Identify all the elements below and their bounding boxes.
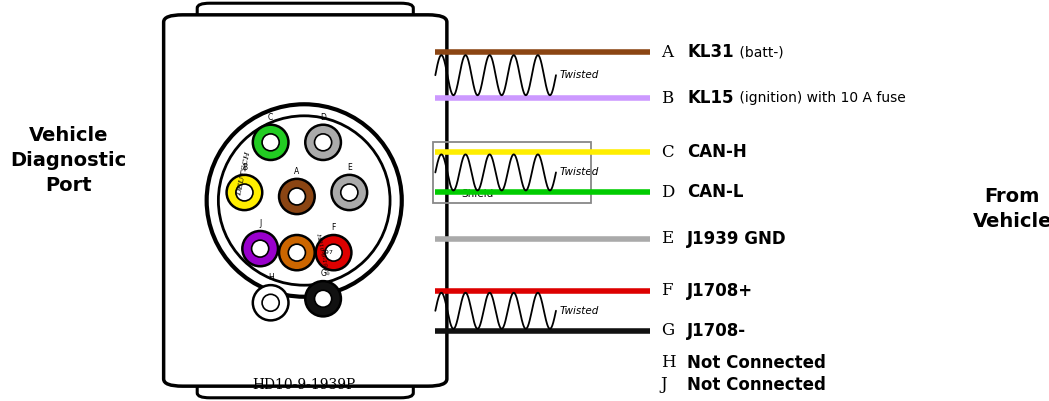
Ellipse shape — [253, 285, 288, 320]
Text: H: H — [661, 354, 676, 371]
Ellipse shape — [218, 116, 390, 285]
Text: Vehicle
Diagnostic
Port: Vehicle Diagnostic Port — [10, 126, 126, 195]
Ellipse shape — [341, 184, 358, 201]
Ellipse shape — [288, 188, 305, 205]
Text: Shield: Shield — [462, 190, 494, 199]
Ellipse shape — [279, 235, 315, 270]
Ellipse shape — [305, 125, 341, 160]
Text: Twisted: Twisted — [559, 70, 599, 80]
Text: D: D — [320, 113, 326, 122]
Text: J: J — [661, 377, 667, 393]
Text: A: A — [661, 44, 672, 61]
Text: J1708-: J1708- — [687, 322, 746, 340]
Text: From
Vehicle: From Vehicle — [972, 186, 1049, 231]
Text: C: C — [661, 144, 673, 161]
Text: (batt-): (batt-) — [735, 45, 784, 59]
Text: (ignition) with 10 A fuse: (ignition) with 10 A fuse — [735, 91, 906, 105]
Ellipse shape — [236, 184, 253, 201]
Text: G: G — [661, 322, 675, 339]
Ellipse shape — [227, 175, 262, 210]
Text: A: A — [294, 167, 300, 176]
Text: H: H — [267, 273, 274, 282]
Ellipse shape — [242, 231, 278, 266]
Text: B: B — [242, 163, 247, 172]
FancyBboxPatch shape — [197, 354, 413, 398]
Text: KL15: KL15 — [687, 89, 733, 107]
Text: J1708+: J1708+ — [687, 282, 753, 300]
Ellipse shape — [252, 240, 269, 257]
Ellipse shape — [207, 104, 402, 297]
Text: C: C — [267, 113, 274, 122]
Ellipse shape — [262, 294, 279, 311]
Text: 197: 197 — [322, 250, 334, 255]
Text: F: F — [331, 223, 336, 232]
Text: F: F — [661, 282, 672, 299]
Text: D: D — [661, 184, 675, 201]
Text: G: G — [320, 269, 326, 278]
Ellipse shape — [305, 281, 341, 316]
Text: Not Connected: Not Connected — [687, 354, 826, 372]
Text: CAN-H: CAN-H — [687, 144, 747, 161]
Ellipse shape — [288, 244, 305, 261]
Ellipse shape — [315, 134, 331, 151]
Text: Twisted: Twisted — [559, 168, 599, 177]
Text: CAN-L: CAN-L — [687, 184, 744, 201]
Text: HD10-9-1939P: HD10-9-1939P — [253, 378, 356, 392]
Text: HD10-9-1939: HD10-9-1939 — [315, 232, 328, 275]
Ellipse shape — [316, 235, 351, 270]
Ellipse shape — [325, 244, 342, 261]
Text: J1939 GND: J1939 GND — [687, 230, 787, 247]
Text: E: E — [347, 163, 351, 172]
Ellipse shape — [331, 175, 367, 210]
Text: B: B — [661, 90, 673, 107]
Ellipse shape — [279, 179, 315, 214]
FancyBboxPatch shape — [164, 15, 447, 386]
Ellipse shape — [315, 290, 331, 307]
Text: KL31: KL31 — [687, 43, 733, 61]
Text: J: J — [259, 219, 261, 228]
Text: Twisted: Twisted — [559, 306, 599, 316]
Text: DEUTSCH: DEUTSCH — [235, 151, 253, 196]
Ellipse shape — [262, 134, 279, 151]
Bar — [433, 142, 591, 203]
Text: Not Connected: Not Connected — [687, 376, 826, 394]
Ellipse shape — [253, 125, 288, 160]
FancyBboxPatch shape — [197, 3, 413, 47]
Text: E: E — [661, 230, 673, 247]
